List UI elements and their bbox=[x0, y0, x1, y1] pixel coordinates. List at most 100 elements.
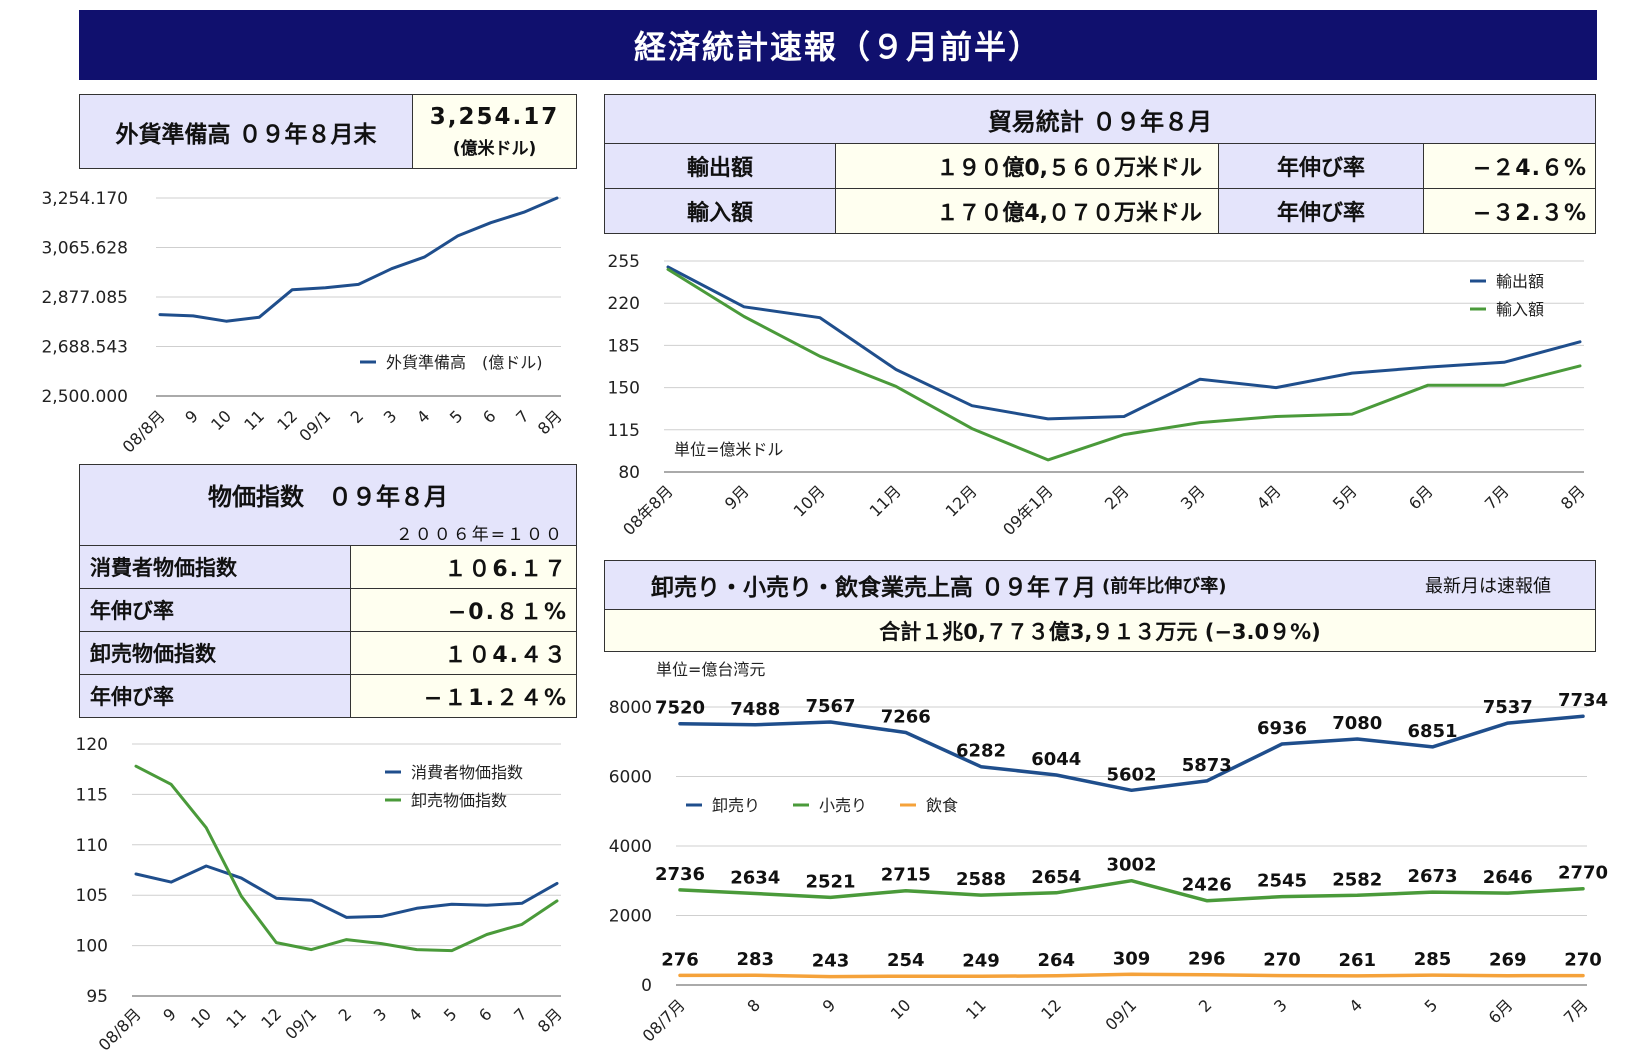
legend-label: 輸入額 bbox=[1496, 300, 1544, 319]
y-tick-label: 115 bbox=[608, 421, 640, 441]
data-label: 7520 bbox=[655, 698, 705, 719]
y-tick-label: 220 bbox=[608, 294, 640, 314]
sales-header: 卸売り・小売り・飲食業売上高 ０９年７月 bbox=[651, 575, 1097, 601]
legend-label: 消費者物価指数 bbox=[411, 763, 523, 782]
series-line-2 bbox=[678, 972, 1585, 979]
data-label: 296 bbox=[1188, 949, 1226, 970]
y-tick-label: 100 bbox=[76, 937, 108, 957]
y-tick-label: 95 bbox=[86, 987, 108, 1007]
data-label: 5602 bbox=[1106, 764, 1156, 785]
price-label: 卸売物価指数 bbox=[79, 631, 351, 675]
y-tick-label: 0 bbox=[641, 976, 652, 996]
y-tick-label: 105 bbox=[76, 886, 108, 906]
data-label: 261 bbox=[1338, 950, 1376, 971]
data-label: 264 bbox=[1037, 950, 1075, 971]
trade-rate-label: 年伸び率 bbox=[1218, 143, 1424, 189]
x-tick-label: 3 bbox=[1270, 995, 1291, 1016]
x-tick-label: 5 bbox=[1421, 995, 1442, 1016]
legend-label: 小売り bbox=[819, 796, 867, 815]
data-label: 5873 bbox=[1182, 755, 1232, 776]
trade-label: 輸入額 bbox=[604, 188, 836, 234]
legend-label: 卸売物価指数 bbox=[411, 791, 507, 810]
data-label: 270 bbox=[1564, 950, 1602, 971]
y-tick-label: 150 bbox=[608, 379, 640, 399]
data-label: 2673 bbox=[1407, 866, 1457, 887]
series-line-1 bbox=[134, 764, 559, 953]
data-label: 7567 bbox=[805, 696, 855, 717]
series-line-0 bbox=[666, 265, 1582, 421]
y-tick-label: 120 bbox=[76, 735, 108, 755]
trade-rate-label: 年伸び率 bbox=[1218, 188, 1424, 234]
sales-header-note: (前年比伸び率) bbox=[1102, 576, 1227, 597]
x-tick-label: 4 bbox=[1345, 995, 1366, 1016]
data-label: 2736 bbox=[655, 864, 705, 885]
y-tick-label: 2,500.000 bbox=[41, 387, 128, 407]
x-tick-label: 12 bbox=[1037, 995, 1065, 1023]
data-label: 7488 bbox=[730, 699, 780, 720]
x-tick-label: 09/1 bbox=[1101, 995, 1140, 1034]
y-tick-label: 2,688.543 bbox=[41, 338, 128, 358]
forex-value: 3,254.17 bbox=[429, 104, 560, 130]
data-label: 249 bbox=[962, 950, 1000, 971]
x-tick-label: 11 bbox=[962, 995, 990, 1023]
data-label: 276 bbox=[661, 949, 699, 970]
data-label: 7537 bbox=[1483, 697, 1533, 718]
data-label: 2715 bbox=[881, 865, 931, 886]
data-label: 2588 bbox=[956, 869, 1006, 890]
data-label: 7080 bbox=[1332, 713, 1382, 734]
y-tick-label: 4000 bbox=[609, 837, 652, 857]
legend-label: 卸売り bbox=[712, 796, 760, 815]
data-label: 6282 bbox=[956, 741, 1006, 762]
data-label: 269 bbox=[1489, 950, 1527, 971]
trade-value: １７０億4,０７０万米ドル bbox=[835, 188, 1219, 234]
x-tick-label: 10 bbox=[887, 995, 915, 1023]
data-label: 7734 bbox=[1558, 690, 1608, 711]
price-label: 年伸び率 bbox=[79, 674, 351, 718]
x-tick-label: 7月 bbox=[1560, 995, 1592, 1027]
data-label: 7266 bbox=[881, 707, 931, 728]
unit-note: 単位=億米ドル bbox=[674, 440, 783, 459]
y-tick-label: 2000 bbox=[609, 907, 652, 927]
data-label: 2426 bbox=[1182, 875, 1232, 896]
data-label: 243 bbox=[812, 951, 850, 972]
data-label: 6936 bbox=[1257, 718, 1307, 739]
data-label: 3002 bbox=[1106, 855, 1156, 876]
forex-unit: (億米ドル) bbox=[452, 139, 537, 159]
data-label: 2545 bbox=[1257, 871, 1307, 892]
data-label: 309 bbox=[1113, 948, 1151, 969]
series-line-1 bbox=[678, 878, 1585, 903]
legend-label: 飲食 bbox=[926, 796, 958, 815]
data-label: 2521 bbox=[805, 871, 855, 892]
trade-rate: −３2.３% bbox=[1423, 188, 1596, 234]
unit-note: 単位=億台湾元 bbox=[656, 660, 765, 679]
x-tick-label: 08/7月 bbox=[639, 995, 689, 1045]
sales-latest-note: 最新月は速報値 bbox=[1425, 576, 1551, 597]
x-tick-label: 9 bbox=[819, 995, 840, 1016]
forex-header: 外貨準備高 ０９年８月末 bbox=[79, 94, 413, 169]
series-line-1 bbox=[666, 267, 1582, 462]
y-tick-label: 185 bbox=[608, 336, 640, 356]
data-label: 6851 bbox=[1407, 721, 1457, 742]
data-label: 2646 bbox=[1483, 867, 1533, 888]
legend-label: 輸出額 bbox=[1496, 272, 1544, 291]
data-label: 283 bbox=[736, 949, 774, 970]
y-tick-label: 6000 bbox=[609, 768, 652, 788]
series-line-0 bbox=[134, 864, 559, 919]
series-line-0 bbox=[678, 714, 1585, 793]
data-label: 270 bbox=[1263, 950, 1301, 971]
x-tick-label: 2 bbox=[1195, 995, 1216, 1016]
page-title: 経済統計速報（９月前半） bbox=[79, 10, 1597, 80]
y-tick-label: 3,254.170 bbox=[41, 189, 128, 209]
y-tick-label: 110 bbox=[76, 836, 108, 856]
price-label: 消費者物価指数 bbox=[79, 545, 351, 589]
data-label: 2634 bbox=[730, 867, 780, 888]
y-tick-label: 8000 bbox=[609, 698, 652, 718]
trade-rate: −２4.６% bbox=[1423, 143, 1596, 189]
data-label: 2770 bbox=[1558, 863, 1608, 884]
price-value: −１1.２４% bbox=[350, 674, 577, 718]
x-tick-label: 6月 bbox=[1485, 995, 1517, 1027]
